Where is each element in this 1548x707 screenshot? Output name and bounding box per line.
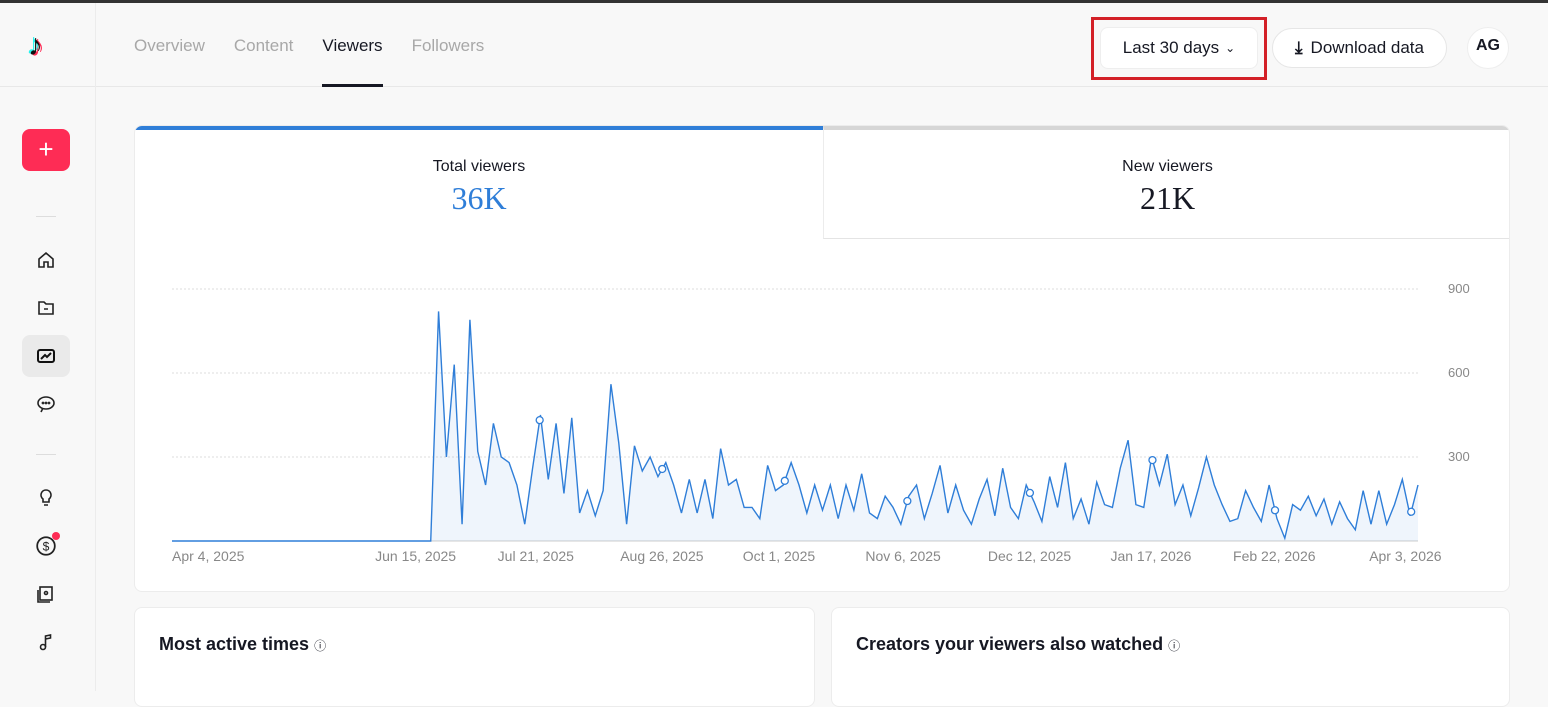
x-tick-label: Feb 22, 2026 — [1233, 548, 1316, 564]
area-fill — [172, 311, 1418, 541]
sidebar-separator — [36, 216, 56, 217]
tab-viewers[interactable]: Viewers — [322, 3, 383, 87]
total-viewers-value: 36K — [451, 180, 507, 216]
info-icon[interactable]: ⓘ — [1168, 639, 1181, 653]
sidebar-item-comments[interactable] — [22, 383, 70, 425]
nav-tabs: Overview Content Viewers Followers — [134, 3, 484, 87]
tab-total-viewers[interactable]: Total viewers 36K — [135, 126, 823, 239]
data-point-marker — [535, 415, 544, 425]
home-icon — [38, 251, 54, 268]
y-tick-label: 300 — [1448, 449, 1470, 464]
new-viewers-label: New viewers — [1122, 158, 1213, 175]
viewers-chart-card: Total viewers 36K New viewers 21K — [134, 125, 1510, 592]
sidebar-item-analytics[interactable] — [22, 335, 70, 377]
creators-also-watched-title: Creators your viewers also watched — [856, 634, 1164, 654]
x-tick-label: Aug 26, 2025 — [620, 548, 704, 564]
x-tick-label: Jul 21, 2025 — [497, 548, 574, 564]
top-bar: ♪ Overview Content Viewers Followers Las… — [0, 3, 1548, 87]
notification-dot — [52, 532, 60, 540]
total-viewers-label: Total viewers — [432, 158, 526, 175]
x-tick-label: Oct 1, 2025 — [742, 548, 816, 564]
x-tick-label: Jan 17, 2026 — [1110, 548, 1192, 564]
y-tick-label: 600 — [1448, 365, 1470, 380]
y-tick-label: 900 — [1448, 281, 1470, 296]
most-active-times-card: Most active times ⓘ — [134, 607, 815, 707]
avatar[interactable]: AG — [1467, 27, 1509, 69]
highlight-box — [1091, 17, 1267, 80]
lightbulb-icon — [40, 489, 52, 506]
folder-icon — [38, 301, 54, 315]
data-point-marker — [1270, 506, 1280, 515]
sidebar-item-inspiration[interactable] — [22, 477, 70, 519]
tiktok-logo-icon[interactable]: ♪ — [28, 29, 43, 62]
info-icon[interactable]: ⓘ — [314, 639, 327, 653]
sidebar-item-content[interactable] — [22, 287, 70, 329]
svg-text:$: $ — [43, 539, 50, 553]
download-label: Download data — [1310, 38, 1424, 57]
sidebar-item-monetization[interactable]: $ — [22, 525, 70, 567]
data-point-marker — [1025, 488, 1035, 498]
data-point-marker — [903, 496, 912, 506]
tab-overview[interactable]: Overview — [134, 36, 205, 55]
data-point-marker — [1407, 507, 1416, 516]
tab-new-viewers[interactable]: New viewers 21K — [823, 126, 1509, 239]
book-icon — [37, 586, 53, 603]
data-point-marker — [658, 464, 667, 474]
comment-icon — [37, 396, 55, 413]
sidebar-item-home[interactable] — [22, 239, 70, 281]
data-point-marker — [780, 476, 789, 485]
sidebar-item-sounds[interactable] — [22, 621, 70, 663]
date-range-dropdown[interactable]: Last 30 days ⌄ — [1100, 27, 1258, 69]
date-range-label: Last 30 days — [1122, 38, 1220, 57]
x-tick-label: Jun 15, 2025 — [375, 548, 457, 564]
music-note-icon — [39, 634, 52, 651]
download-data-button[interactable]: ⤓ Download data — [1272, 28, 1447, 68]
tab-content[interactable]: Content — [233, 36, 294, 55]
sidebar-item-academy[interactable] — [22, 573, 70, 615]
x-tick-label: Apr 4, 2025 — [172, 548, 245, 564]
create-button[interactable]: + — [22, 129, 70, 171]
x-tick-label: Nov 6, 2025 — [865, 548, 941, 564]
new-viewers-value: 21K — [1139, 180, 1196, 216]
chevron-down-icon: ⌄ — [1225, 41, 1236, 55]
x-tick-label: Dec 12, 2025 — [987, 548, 1072, 564]
dollar-icon: $ — [36, 536, 56, 556]
most-active-times-title: Most active times — [159, 634, 310, 654]
tab-followers[interactable]: Followers — [411, 36, 485, 55]
sidebar-divider — [95, 3, 96, 691]
download-icon: ⤓ — [1295, 38, 1303, 57]
data-point-marker — [1148, 455, 1157, 465]
avatar-text: AG — [1476, 37, 1500, 54]
analytics-icon — [37, 349, 55, 363]
sidebar-separator — [36, 454, 56, 455]
viewers-line-chart — [172, 288, 1419, 542]
creators-also-watched-card: Creators your viewers also watched ⓘ — [831, 607, 1510, 707]
x-tick-label: Apr 3, 2026 — [1369, 548, 1442, 564]
series-line — [172, 311, 1419, 542]
